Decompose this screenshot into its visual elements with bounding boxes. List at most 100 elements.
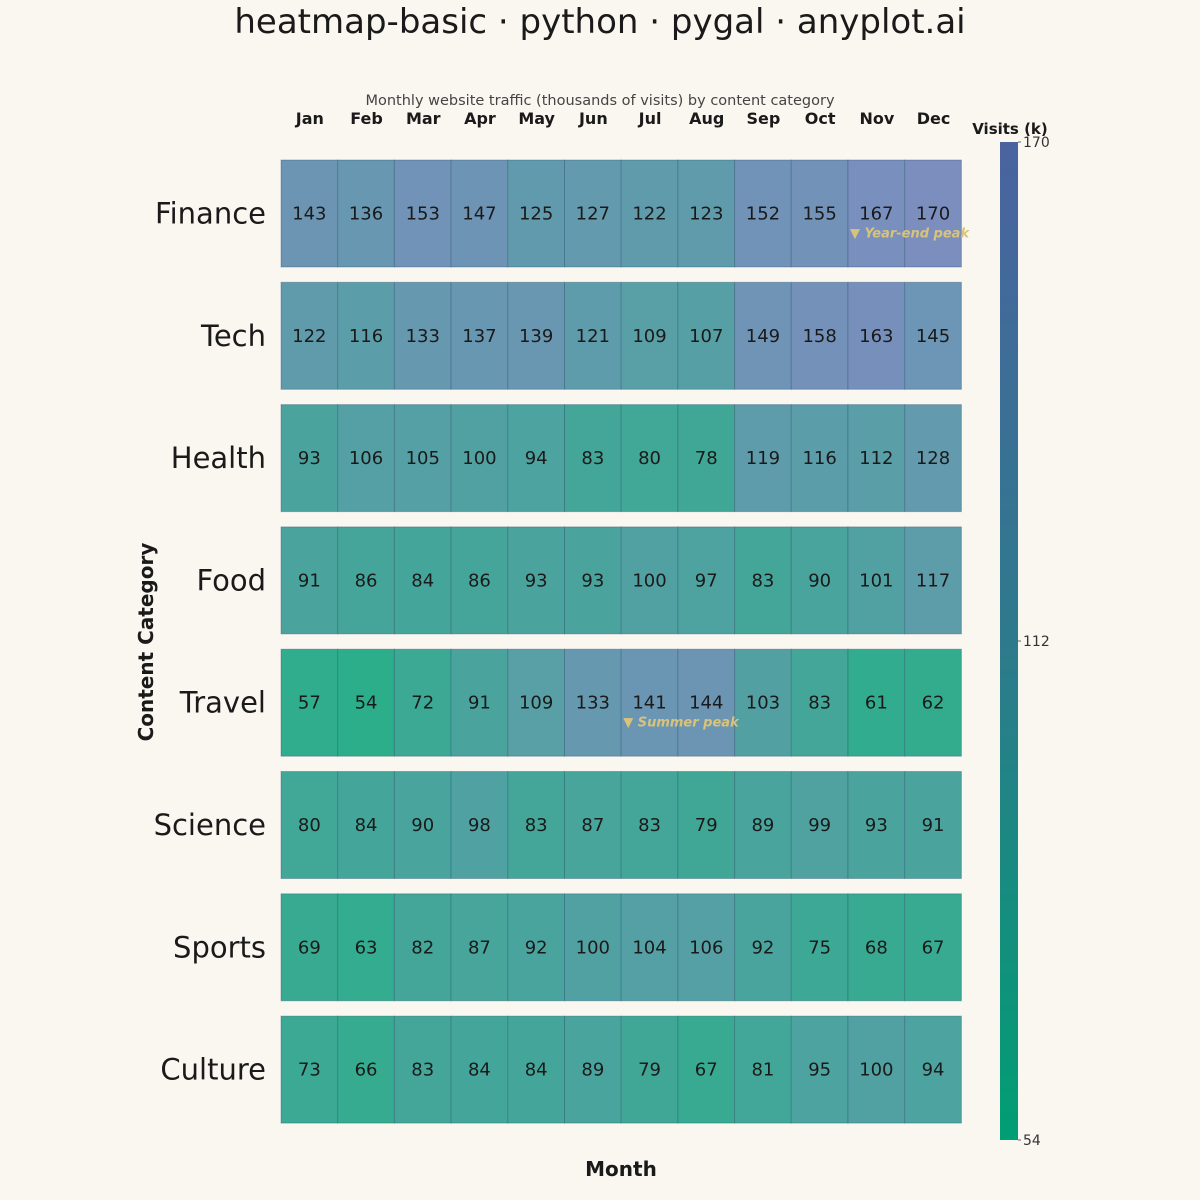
cell-value-label: 139 [519,326,553,347]
cell-value-label: 128 [916,448,950,469]
cell-value-label: 158 [802,326,836,347]
heatmap-cell [790,281,849,390]
cell-value-label: 84 [355,815,378,836]
heatmap-cell [734,1015,792,1124]
heatmap-cell [393,1015,452,1124]
cell-value-label: 94 [922,1060,945,1081]
heatmap-cell [790,771,849,879]
chart-subtitle: Monthly website traffic (thousands of vi… [365,93,834,109]
cell-value-label: 98 [468,815,491,836]
cell-value-label: 119 [746,448,780,469]
cell-value-label: 84 [468,1060,491,1081]
cell-value-label: 122 [632,204,666,225]
heatmap-cell [507,404,565,513]
y-axis-title: Content Category [134,543,158,742]
cell-value-label: 93 [865,815,888,836]
cell-value-label: 66 [355,1060,378,1081]
heatmap-cell [450,771,509,879]
heatmap-cell [337,771,395,879]
heatmap-cell [847,893,906,1002]
annotation-finance: ▼ Year-end peak [850,227,970,242]
cell-value-label: 86 [355,570,378,591]
heatmap-cell [337,648,395,757]
cell-value-label: 67 [695,1060,718,1081]
cell-value-label: 89 [581,1060,604,1081]
cell-value-label: 57 [298,693,321,714]
heatmap-cell [337,526,395,635]
heatmap-cell [280,1015,339,1124]
cell-value-label: 167 [859,204,893,225]
cell-value-label: 83 [751,570,774,591]
cell-value-label: 152 [746,204,780,225]
cell-value-label: 100 [632,570,666,591]
row-label-food: Food [196,563,266,597]
cell-value-label: 92 [751,937,774,958]
heatmap-cell [904,404,962,513]
heatmap-cell [280,159,339,268]
row-label-tech: Tech [200,319,266,353]
cell-value-label: 80 [638,448,661,469]
heatmap-cell [734,648,792,757]
row-label-culture: Culture [160,1053,266,1087]
cell-value-label: 137 [462,326,496,347]
heatmap-cell [564,771,622,879]
cell-value-label: 81 [751,1060,774,1081]
cell-value-label: 83 [808,693,831,714]
heatmap-cell [450,893,509,1002]
heatmap-cell [790,893,849,1002]
heatmap-cell [620,526,679,635]
heatmap-cell [393,404,452,513]
heatmap-cell [904,648,962,757]
cell-value-label: 93 [525,570,548,591]
cell-value-label: 105 [406,448,440,469]
heatmap-cell [620,281,679,390]
cell-value-label: 155 [802,204,836,225]
heatmap-cell [337,159,395,268]
cell-value-label: 133 [576,693,610,714]
month-label-dec: Dec [917,109,951,128]
heatmap-cell [450,526,509,635]
colorbar [1000,142,1018,1140]
heatmap-cell [620,648,679,757]
cell-value-label: 100 [462,448,496,469]
cell-value-label: 67 [922,937,945,958]
cell-value-label: 87 [468,937,491,958]
cell-value-label: 122 [292,326,326,347]
cell-value-label: 109 [632,326,666,347]
heatmap-cell [564,648,622,757]
heatmap-cell [790,159,849,268]
row-label-travel: Travel [179,686,266,720]
cell-value-label: 91 [298,570,321,591]
heatmap-cell [564,281,622,390]
month-label-may: May [518,109,555,128]
x-axis-title: Month [585,1157,657,1181]
heatmap-cell [904,1015,962,1124]
row-label-science: Science [154,808,266,842]
month-label-apr: Apr [464,109,496,128]
heatmap-cell [734,771,792,879]
cell-value-label: 94 [525,448,548,469]
cell-value-label: 79 [695,815,718,836]
cell-value-label: 143 [292,204,326,225]
cell-value-label: 106 [349,448,383,469]
cell-value-label: 99 [808,815,831,836]
heatmap-cell [564,893,622,1002]
heatmap-cell [337,281,395,390]
heatmap-cell [904,893,962,1002]
cell-value-label: 103 [746,693,780,714]
cell-value-label: 93 [581,570,604,591]
heatmap-cell [847,771,906,879]
heatmap-cell [450,159,509,268]
colorbar-title: Visits (k) [972,120,1048,138]
cell-value-label: 68 [865,937,888,958]
month-label-feb: Feb [350,109,383,128]
cell-value-label: 123 [689,204,723,225]
heatmap-cell [564,159,622,268]
heatmap-cell [734,893,792,1002]
cell-value-label: 106 [689,937,723,958]
month-label-jan: Jan [295,109,324,128]
cell-value-label: 54 [355,693,378,714]
cell-value-label: 80 [298,815,321,836]
cell-value-label: 84 [525,1060,548,1081]
cell-value-label: 86 [468,570,491,591]
